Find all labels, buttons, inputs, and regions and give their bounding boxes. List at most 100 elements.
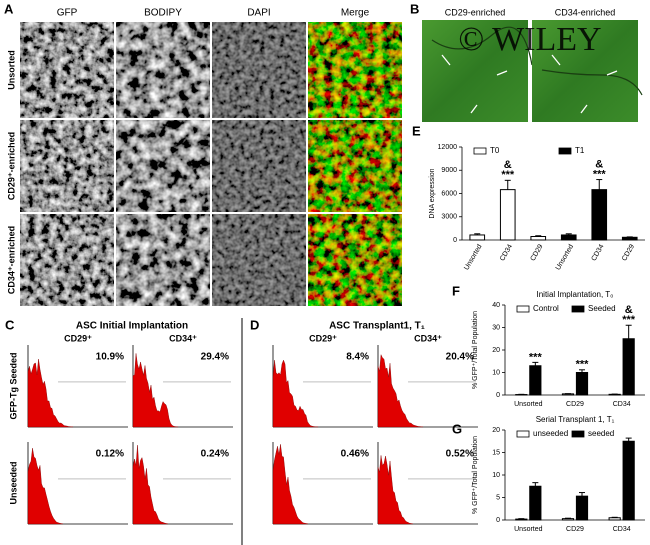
x-tick-label: CD29 <box>530 243 545 262</box>
micrograph <box>308 120 402 212</box>
column-header: CD34⁺ <box>169 333 197 343</box>
x-tick-label: Unsorted <box>463 243 483 271</box>
bar <box>622 440 635 521</box>
column-header: CD34⁺ <box>414 333 442 343</box>
panel-label: F <box>452 283 460 298</box>
row-label: Unsorted <box>6 50 16 90</box>
x-tick-label: CD34 <box>613 526 631 533</box>
chart-title: Serial Transplant 1, T₁ <box>536 415 615 424</box>
y-tick-label: 20 <box>492 427 500 434</box>
panel-title: ASC Initial Implantation <box>76 321 188 332</box>
chart-title: Initial Implantation, T₀ <box>537 290 614 299</box>
arrow <box>551 54 561 66</box>
x-tick-label: Unsorted <box>514 401 543 408</box>
image-title: CD34-enriched <box>555 7 616 17</box>
percentage: 8.4% <box>346 352 369 363</box>
annotation: & <box>595 158 603 170</box>
arrow <box>470 104 478 114</box>
row-label: CD34⁺-enriched <box>6 226 16 294</box>
percentage: 0.12% <box>96 449 124 460</box>
micrograph <box>308 214 402 306</box>
histogram <box>377 353 424 428</box>
column-header: BODIPY <box>144 8 182 19</box>
y-tick-label: 30 <box>492 324 500 331</box>
x-tick-label: CD34 <box>499 243 514 262</box>
micrograph <box>20 214 114 306</box>
y-tick-label: 5 <box>496 494 500 501</box>
bar <box>608 517 621 521</box>
y-tick-label: 0 <box>496 392 500 399</box>
bar <box>621 236 638 241</box>
panel-label: E <box>412 123 421 138</box>
x-tick-label: CD29 <box>566 526 584 533</box>
y-tick-label: 20 <box>492 347 500 354</box>
image-title: CD29-enriched <box>445 7 506 17</box>
arrow <box>606 70 618 76</box>
legend-swatch <box>558 147 572 155</box>
panel-label: B <box>410 1 419 16</box>
y-tick-label: 10 <box>492 472 500 479</box>
bar <box>575 372 589 396</box>
watermark: © WILEY <box>458 21 601 58</box>
bar <box>591 189 608 241</box>
annotation: *** <box>622 314 636 326</box>
micrograph <box>212 214 306 306</box>
vessel-outline <box>431 26 533 66</box>
percentage: 0.46% <box>341 449 369 460</box>
panel-label: G <box>452 421 462 436</box>
column-header: Merge <box>341 8 370 19</box>
histogram <box>377 455 414 525</box>
histogram <box>27 448 64 525</box>
y-tick-label: 0 <box>496 517 500 524</box>
legend-swatch <box>516 305 530 313</box>
x-tick-label: CD29 <box>566 401 584 408</box>
micrograph <box>116 120 210 212</box>
annotation: *** <box>593 168 607 180</box>
bar <box>561 518 575 521</box>
annotation: & <box>504 159 512 171</box>
panel-title: ASC Transplant1, T₁ <box>329 321 425 332</box>
x-tick-label: CD29 <box>621 243 636 262</box>
legend-swatch <box>473 147 487 155</box>
annotation: *** <box>529 351 543 363</box>
column-header: GFP <box>57 8 78 19</box>
x-tick-label: CD34 <box>613 401 631 408</box>
micrograph <box>116 22 210 118</box>
legend-label: seeded <box>588 429 614 438</box>
micrograph <box>212 22 306 118</box>
y-tick-label: 15 <box>492 449 500 456</box>
arrow <box>580 104 588 114</box>
bar <box>469 234 486 241</box>
micrograph <box>116 214 210 306</box>
percentage: 10.9% <box>96 352 124 363</box>
percentage: 20.4% <box>446 352 474 363</box>
arrow <box>441 54 451 66</box>
y-tick-label: 12000 <box>438 144 458 151</box>
column-header: DAPI <box>247 8 270 19</box>
fluorescence-image <box>422 20 528 122</box>
percentage: 0.24% <box>201 449 229 460</box>
x-tick-label: CD34 <box>591 243 606 262</box>
y-tick-label: 10 <box>492 369 500 376</box>
bar <box>530 236 547 241</box>
y-tick-label: 40 <box>492 302 500 309</box>
bar <box>560 234 577 241</box>
vessel-outline <box>541 69 643 96</box>
legend-swatch <box>571 430 585 438</box>
y-axis-label: % GFP⁺/Total Population <box>472 311 479 389</box>
row-label: Unseeded <box>8 461 18 504</box>
row-label: CD29⁺-enriched <box>6 132 16 200</box>
bar <box>515 518 528 521</box>
bar <box>575 495 589 521</box>
annotation: *** <box>501 169 515 181</box>
column-header: CD29⁺ <box>64 333 92 343</box>
row-label: GFP-Tg Seeded <box>8 352 18 419</box>
micrograph <box>20 22 114 118</box>
legend-label: Control <box>533 304 559 313</box>
column-header: CD29⁺ <box>309 333 337 343</box>
bar <box>529 365 542 396</box>
y-axis-label: % GFP⁺/Total Population <box>472 436 479 514</box>
percentage: 29.4% <box>201 352 229 363</box>
histogram <box>132 445 169 525</box>
